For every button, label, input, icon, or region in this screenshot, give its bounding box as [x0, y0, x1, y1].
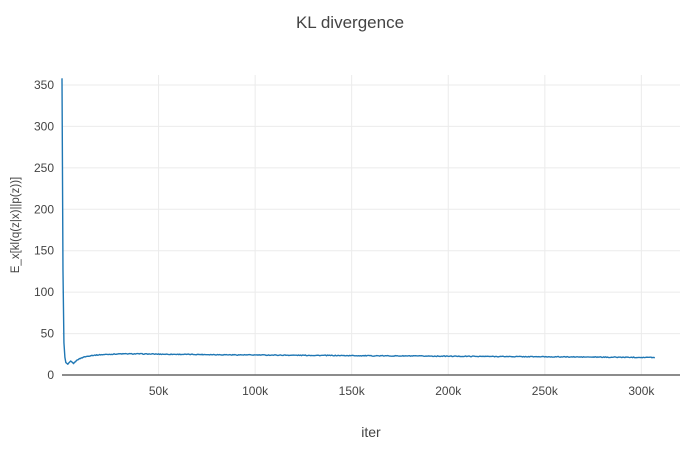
x-tick-label: 100k: [242, 384, 269, 398]
tick-labels: 50k 100k 150k 200k 250k 300k 0 50 100 150 200 250 30…: [34, 78, 655, 398]
gridlines: [62, 75, 680, 376]
y-tick-label: 250: [34, 161, 54, 175]
y-tick-label: 200: [34, 202, 54, 216]
y-tick-label: 100: [34, 285, 54, 299]
y-tick-label: 350: [34, 78, 54, 92]
kl-line: [61, 78, 655, 365]
x-tick-label: 300k: [628, 384, 655, 398]
y-tick-label: 50: [41, 327, 55, 341]
x-tick-label: 50k: [149, 384, 169, 398]
x-tick-label: 150k: [339, 384, 366, 398]
y-tick-label: 300: [34, 119, 54, 133]
x-axis-label: iter: [361, 424, 381, 440]
chart-title: KL divergence: [295, 13, 405, 32]
x-tick-label: 250k: [532, 384, 559, 398]
kl-series-line: [61, 78, 655, 365]
y-tick-label: 0: [47, 368, 54, 382]
x-tick-label: 200k: [435, 384, 462, 398]
y-tick-label: 150: [34, 244, 54, 258]
